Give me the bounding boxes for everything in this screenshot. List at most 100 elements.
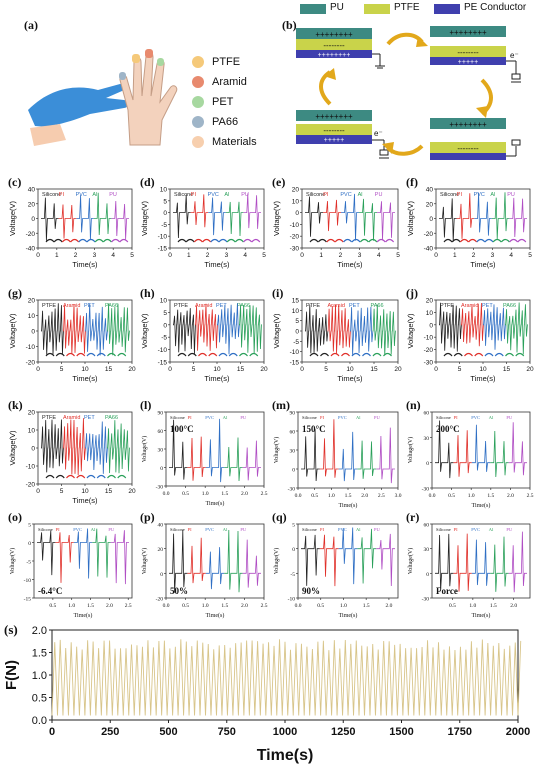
series-trace-pi [319, 419, 339, 478]
y-tick-label: 5 [163, 198, 167, 205]
y-tick-label: 60 [158, 429, 164, 435]
x-axis-label: Time(s) [472, 612, 491, 619]
series-trace-pi [456, 193, 475, 239]
x-tick-label: 10 [81, 488, 89, 495]
panel-label-m: (m) [272, 398, 290, 412]
x-tick-label: 4 [509, 252, 513, 259]
legend-entry: PI [59, 192, 65, 198]
voltage-trace [107, 420, 130, 474]
y-tick-label: 20 [28, 298, 36, 305]
x-tick-label: 20 [128, 488, 136, 495]
voltage-trace [173, 308, 196, 355]
panel-label-p: (p) [140, 510, 155, 524]
y-tick-label: -20 [424, 347, 434, 354]
electron-label: e⁻ [374, 129, 383, 138]
motion-icon [468, 238, 478, 243]
voltage-trace [195, 303, 218, 351]
voltage-trace [338, 431, 358, 482]
x-tick-label: 2.5 [378, 493, 385, 499]
y-tick-label: -15 [24, 597, 32, 603]
y-tick-label: 0 [426, 572, 429, 578]
x-axis-label: Time(s) [470, 260, 496, 269]
legend-entry: PTFE [42, 415, 56, 421]
motion-icon [372, 352, 382, 357]
y-tick-label: 15 [292, 298, 300, 305]
y-tick-label: 0 [31, 446, 35, 453]
series-trace-pu [243, 193, 261, 229]
x-axis-label: Time(s) [72, 260, 98, 269]
x-tick-label: 1.0 [468, 493, 475, 499]
x-tick-label: 0.0 [163, 491, 170, 497]
arrowhead-icon [416, 36, 428, 47]
y-tick-label: 30 [424, 547, 430, 553]
plot-frame [165, 523, 265, 599]
voltage-trace [377, 201, 395, 241]
x-tick-label: 1.5 [221, 491, 228, 497]
series-trace-pet [217, 303, 240, 355]
series-trace-pi [453, 533, 472, 592]
y-tick-label: 5 [163, 310, 167, 317]
arrowhead-icon [382, 142, 394, 154]
y-tick-label: 10 [160, 187, 168, 194]
legend-entry: Silicone [302, 415, 317, 420]
series-trace-silicone [435, 533, 454, 592]
legend-entry: PTFE [174, 303, 188, 309]
y-tick-label: -10 [26, 344, 36, 351]
legend-entry: Aramid [63, 303, 80, 309]
panel-label-h: (h) [140, 286, 155, 300]
voltage-trace [93, 192, 112, 236]
motion-icon [474, 352, 484, 357]
y-tick-label: 0 [295, 329, 299, 336]
x-tick-label: 0.5 [49, 603, 56, 609]
series-trace-pvc [205, 547, 225, 590]
panel-label-q: (q) [272, 510, 287, 524]
force-chart: 2.0 1.5 1.0 0.5 0.00 250 500 750 1000 1250 1500 175… [3, 625, 530, 764]
motion-icon [330, 352, 340, 357]
y-tick-label: -5 [161, 335, 167, 342]
x-tick-label: 5 [324, 366, 328, 373]
x-tick-label: 2.5 [125, 603, 132, 609]
y-tick-label: -10 [24, 578, 32, 584]
x-tick-label: 1.0 [202, 491, 209, 497]
condition-annotation: 90% [302, 586, 320, 596]
legend-entry: Silicone [174, 192, 193, 198]
voltage-trace [327, 304, 351, 354]
motion-icon [76, 474, 86, 479]
x-tick-label: 1.5 [87, 603, 94, 609]
motion-icon [226, 238, 236, 243]
series-trace-al [93, 192, 112, 236]
motion-icon [53, 238, 63, 243]
series-trace-pi [323, 199, 341, 232]
voltage-trace [341, 193, 359, 241]
voltage-trace [439, 198, 457, 242]
voltage-trace [110, 530, 129, 585]
legend-entry: PI [320, 527, 325, 532]
series-trace-silicone [435, 420, 454, 479]
legend-entry: PU [374, 527, 381, 532]
panel-label-a: (a) [24, 18, 38, 32]
y-axis-label: Voltage(V) [273, 548, 280, 575]
x-tick-label: 1.5 [487, 493, 494, 499]
motion-icon [193, 238, 203, 243]
legend-entry: Silicone [302, 527, 317, 532]
x-tick-label: 500 [159, 726, 177, 738]
motion-icon [376, 238, 386, 243]
motion-icon [119, 238, 129, 243]
x-tick-label: 5 [262, 252, 266, 259]
motion-icon [453, 352, 463, 357]
x-tick-label: 0 [300, 366, 304, 373]
voltage-chart-o: 5 0 -5 -10 -15 0.5 1.0 1.5 2.0 2.5 Time(s) Voltage(… [9, 523, 133, 619]
legend-entry: PU [506, 415, 513, 420]
voltage-trace [225, 201, 244, 236]
x-tick-label: 20 [128, 366, 136, 373]
motion-icon [351, 238, 361, 243]
legend-swatch [434, 4, 460, 14]
legend-entry: PVC [471, 527, 480, 532]
voltage-trace [474, 192, 492, 236]
condition-annotation: 150°C [302, 424, 326, 434]
voltage-trace [305, 304, 329, 354]
series-trace-al [357, 440, 377, 479]
motion-icon [484, 238, 494, 243]
tribo-cycle-diagram: ++++++++ -------- ++++++++ ++++++++ ----… [296, 26, 521, 160]
